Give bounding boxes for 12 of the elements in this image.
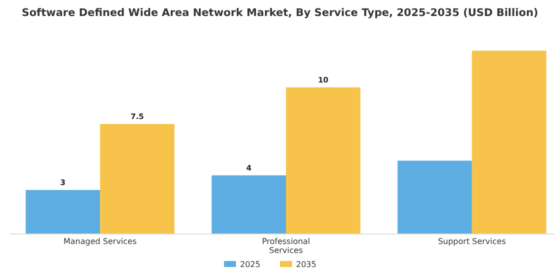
chart-title: Software Defined Wide Area Network Market, By Service Type, 2025-2035 (USD Billion) bbox=[22, 7, 538, 19]
legend-label: 2025 bbox=[240, 260, 260, 269]
bar bbox=[26, 190, 100, 234]
bar bbox=[398, 160, 472, 234]
bar bbox=[472, 50, 546, 234]
bar bbox=[286, 87, 360, 234]
bar bbox=[212, 175, 286, 234]
x-tick-label: Support Services bbox=[438, 237, 506, 246]
x-tick-label: Professional Services bbox=[262, 237, 310, 255]
bar bbox=[100, 124, 174, 234]
x-tick-label: Managed Services bbox=[64, 237, 137, 246]
legend-label: 2035 bbox=[296, 260, 316, 269]
